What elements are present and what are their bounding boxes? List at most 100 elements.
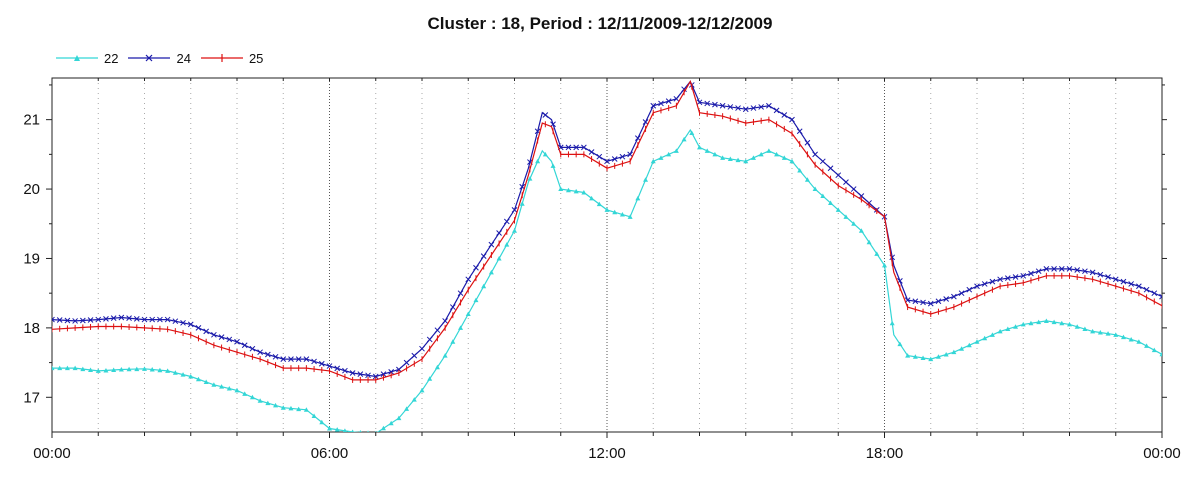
data-point-22	[666, 151, 672, 157]
data-point-24	[565, 144, 572, 151]
data-point-24	[1112, 276, 1119, 283]
data-point-22	[1128, 336, 1134, 342]
data-point-24	[712, 101, 718, 108]
y-tick-label: 18	[23, 320, 40, 337]
data-point-24	[480, 253, 487, 260]
legend-label-25: 25	[248, 50, 264, 66]
data-point-22	[959, 346, 965, 351]
data-point-24	[1105, 274, 1111, 280]
data-point-22	[1036, 319, 1042, 325]
data-point-24	[735, 105, 741, 111]
data-point-22	[882, 262, 887, 268]
data-point-22	[375, 430, 377, 432]
data-point-22	[52, 365, 55, 371]
data-point-22	[142, 366, 147, 371]
data-point-24	[665, 98, 672, 104]
data-point-22	[188, 373, 194, 379]
data-point-24	[1097, 271, 1104, 278]
data-point-24	[396, 366, 402, 373]
data-point-24	[696, 99, 703, 106]
x-tick-label: 00:00	[33, 445, 71, 462]
data-point-22	[951, 349, 957, 355]
legend-swatch-24	[128, 54, 171, 62]
data-point-24	[288, 356, 294, 362]
data-point-24	[211, 331, 217, 338]
data-point-22	[673, 148, 679, 153]
data-point-24	[650, 102, 657, 109]
data-point-24	[1120, 278, 1127, 285]
data-point-22	[1113, 332, 1119, 337]
data-point-24	[157, 316, 163, 323]
data-point-24	[141, 316, 148, 323]
data-point-22	[797, 168, 803, 173]
data-point-22	[257, 398, 263, 403]
data-point-22	[828, 200, 834, 205]
data-point-24	[742, 106, 749, 113]
data-point-24	[218, 334, 225, 340]
data-point-22	[380, 425, 386, 431]
data-point-22	[766, 148, 772, 153]
series-22	[52, 128, 1162, 432]
data-point-22	[149, 367, 155, 372]
data-point-24	[966, 286, 973, 293]
legend-label-22: 22	[104, 50, 119, 66]
data-point-22	[519, 201, 525, 206]
data-point-24	[681, 86, 687, 93]
data-point-22	[334, 427, 340, 432]
data-point-22	[103, 367, 109, 373]
data-point-22	[989, 332, 995, 337]
data-point-22	[843, 214, 849, 219]
data-point-24	[542, 112, 549, 118]
data-point-22	[789, 158, 795, 164]
data-point-24	[1128, 281, 1135, 287]
data-point-22	[242, 391, 248, 396]
data-point-22	[319, 419, 325, 425]
data-point-24	[1151, 290, 1158, 297]
data-point-22	[735, 157, 741, 163]
data-point-24	[79, 317, 86, 324]
data-point-24	[133, 316, 140, 322]
legend: 22 24 25	[56, 50, 273, 66]
data-point-24	[318, 360, 325, 367]
data-point-24	[935, 298, 942, 305]
data-point-22	[351, 429, 355, 432]
data-point-24	[997, 276, 1003, 283]
data-point-22	[396, 415, 402, 421]
data-point-24	[1066, 266, 1073, 272]
data-point-22	[928, 356, 934, 362]
data-point-22	[627, 214, 633, 219]
data-point-24	[619, 153, 626, 160]
legend-swatch-22	[56, 55, 98, 61]
data-point-22	[689, 130, 695, 135]
data-point-22	[897, 341, 903, 347]
data-point-22	[1051, 319, 1057, 325]
y-tick-label: 17	[23, 389, 40, 406]
data-point-24	[1089, 269, 1096, 276]
data-point-24	[349, 370, 356, 376]
data-point-22	[280, 405, 286, 410]
data-point-24	[257, 349, 263, 356]
data-point-24	[796, 128, 803, 135]
data-point-22	[157, 367, 163, 373]
data-point-22	[743, 158, 749, 164]
data-point-24	[311, 358, 317, 365]
x-tick-label: 18:00	[866, 445, 904, 462]
legend-item-25: 25	[200, 50, 264, 66]
data-point-22	[481, 283, 487, 289]
data-point-24	[326, 363, 333, 369]
data-point-24	[434, 327, 441, 334]
data-point-22	[573, 188, 579, 194]
data-point-24	[419, 345, 425, 352]
data-point-24	[804, 139, 811, 146]
data-point-24	[1058, 266, 1065, 272]
data-point-24	[226, 336, 233, 343]
data-point-24	[719, 102, 726, 109]
data-point-24	[819, 158, 826, 165]
data-point-24	[1020, 272, 1027, 279]
data-point-22	[558, 186, 564, 192]
data-point-22	[550, 163, 556, 168]
y-tick-label: 21	[23, 112, 40, 129]
data-point-24	[72, 318, 78, 324]
data-point-22	[635, 195, 641, 201]
data-point-22	[165, 368, 171, 373]
